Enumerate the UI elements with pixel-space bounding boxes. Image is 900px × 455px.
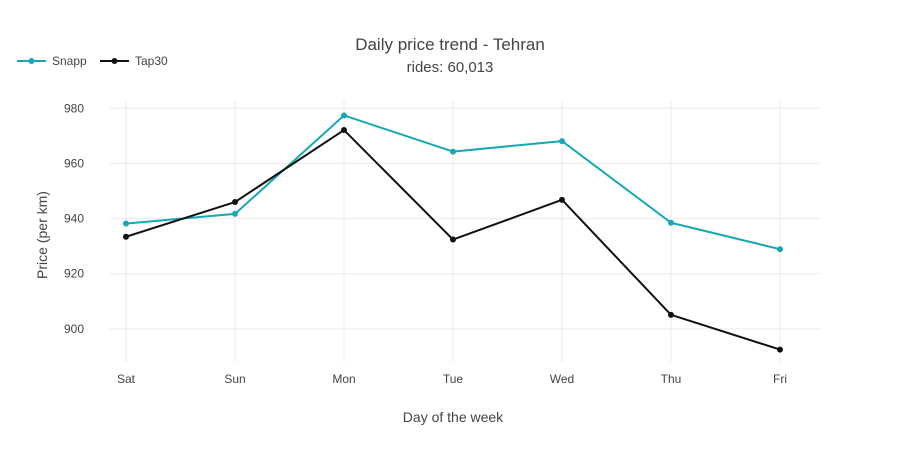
y-tick-label: 980 [64, 101, 84, 115]
legend-label-snapp: Snapp [52, 54, 87, 68]
y-tick-label: 920 [64, 267, 84, 281]
x-tick-label: Thu [661, 372, 682, 386]
chart-title: Daily price trend - Tehran [355, 35, 545, 54]
snapp-point[interactable] [232, 210, 238, 217]
y-tick-label: 940 [64, 212, 84, 226]
series-group [123, 112, 783, 353]
x-axis-title: Day of the week [403, 409, 504, 425]
snapp-point[interactable] [450, 148, 456, 155]
snapp-point[interactable] [668, 219, 674, 226]
tap30-point[interactable] [668, 311, 674, 318]
x-tick-label: Wed [550, 372, 574, 386]
y-tick-label: 900 [64, 322, 84, 336]
grid [110, 100, 820, 362]
x-tick-label: Tue [443, 372, 464, 386]
y-tick-label: 960 [64, 156, 84, 170]
snapp-point[interactable] [559, 138, 565, 145]
x-tick-label: Sun [224, 372, 245, 386]
y-axis-ticks: 900 920 940 960 980 [64, 101, 84, 336]
legend-marker-tap30 [111, 58, 118, 64]
snapp-point[interactable] [123, 220, 129, 227]
legend-item-tap30[interactable]: Tap30 [100, 54, 168, 68]
tap30-point[interactable] [232, 199, 238, 206]
legend[interactable]: Snapp Tap30 [17, 54, 168, 68]
legend-marker-snapp [28, 58, 35, 64]
snapp-point[interactable] [777, 246, 783, 253]
snapp-point[interactable] [341, 112, 347, 119]
tap30-point[interactable] [777, 346, 783, 353]
tap30-point[interactable] [341, 127, 347, 134]
tap30-point[interactable] [450, 236, 456, 243]
x-tick-label: Sat [117, 372, 136, 386]
legend-label-tap30: Tap30 [135, 54, 168, 68]
x-tick-label: Mon [332, 372, 355, 386]
x-axis-ticks: Sat Sun Mon Tue Wed Thu Fri [117, 372, 787, 386]
x-tick-label: Fri [773, 372, 787, 386]
chart-subtitle: rides: 60,013 [407, 59, 494, 76]
tap30-point[interactable] [559, 196, 565, 203]
tap30-series [123, 127, 783, 353]
tap30-point[interactable] [123, 233, 129, 240]
legend-item-snapp[interactable]: Snapp [17, 54, 87, 68]
y-axis-title: Price (per km) [34, 191, 50, 279]
snapp-series [123, 112, 783, 253]
